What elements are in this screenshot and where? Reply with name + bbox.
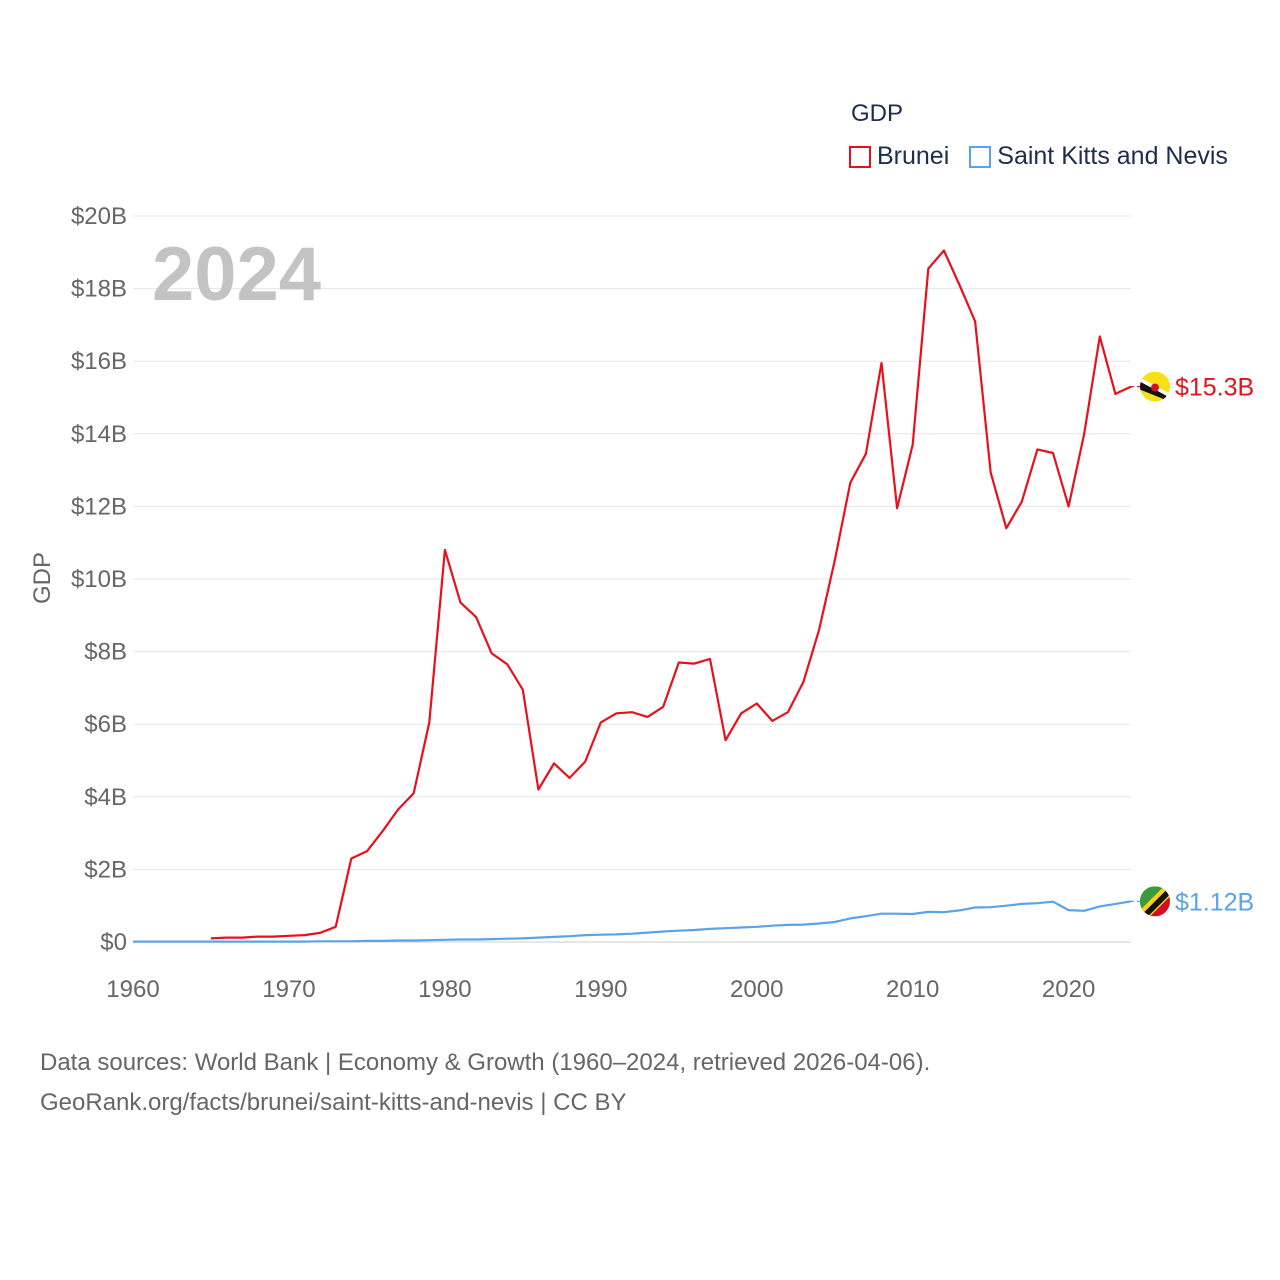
series-line-brunei[interactable]	[210, 249, 1132, 940]
data-sources-link[interactable]: GeoRank.org/facts/brunei/saint-kitts-and…	[40, 1089, 627, 1116]
legend-swatch-brunei	[849, 145, 871, 168]
x-tick-label: 2010	[886, 976, 939, 1003]
series-line-saint-kitts-and-nevis[interactable]	[133, 900, 1132, 943]
legend-label-saint-kitts-and-nevis: Saint Kitts and Nevis	[997, 142, 1228, 170]
legend-label-brunei: Brunei	[877, 142, 950, 170]
y-axis-title: GDP	[29, 552, 56, 604]
y-tick-label: $0	[100, 929, 127, 956]
brunei-flag-icon	[1140, 371, 1170, 402]
y-tick-label: $4B	[84, 784, 127, 811]
y-tick-label: $6B	[84, 711, 127, 738]
saint-kitts-and-nevis-flag-icon	[1140, 886, 1170, 917]
x-tick-label: 1980	[418, 976, 471, 1003]
data-sources-line: Data sources: World Bank | Economy & Gro…	[40, 1049, 931, 1076]
y-tick-label: $20B	[71, 203, 127, 230]
x-tick-label: 1970	[262, 976, 315, 1003]
legend-swatch-saint-kitts-and-nevis	[969, 145, 992, 168]
y-tick-label: $12B	[71, 493, 127, 520]
x-tick-label: 2000	[730, 976, 783, 1003]
legend: Brunei Saint Kitts and Nevis	[849, 142, 1228, 171]
x-tick-label: 1990	[574, 976, 627, 1003]
y-tick-label: $14B	[71, 421, 127, 448]
legend-item-brunei[interactable]: Brunei	[849, 142, 949, 171]
year-watermark: 2024	[152, 232, 321, 317]
y-tick-label: $10B	[71, 566, 127, 593]
y-tick-label: $18B	[71, 276, 127, 303]
y-tick-label: $2B	[84, 856, 127, 883]
y-tick-label: $16B	[71, 348, 127, 375]
y-tick-label: $8B	[84, 639, 127, 666]
end-value-label-saint-kitts-and-nevis: $1.12B	[1175, 888, 1254, 916]
x-tick-label: 1960	[106, 976, 159, 1003]
legend-title: GDP	[851, 100, 904, 127]
end-value-label-brunei: $15.3B	[1175, 374, 1254, 402]
x-tick-label: 2020	[1042, 976, 1095, 1003]
data-sources: Data sources: World Bank | Economy & Gro…	[40, 1043, 930, 1123]
legend-item-saint-kitts-and-nevis[interactable]: Saint Kitts and Nevis	[969, 142, 1228, 171]
